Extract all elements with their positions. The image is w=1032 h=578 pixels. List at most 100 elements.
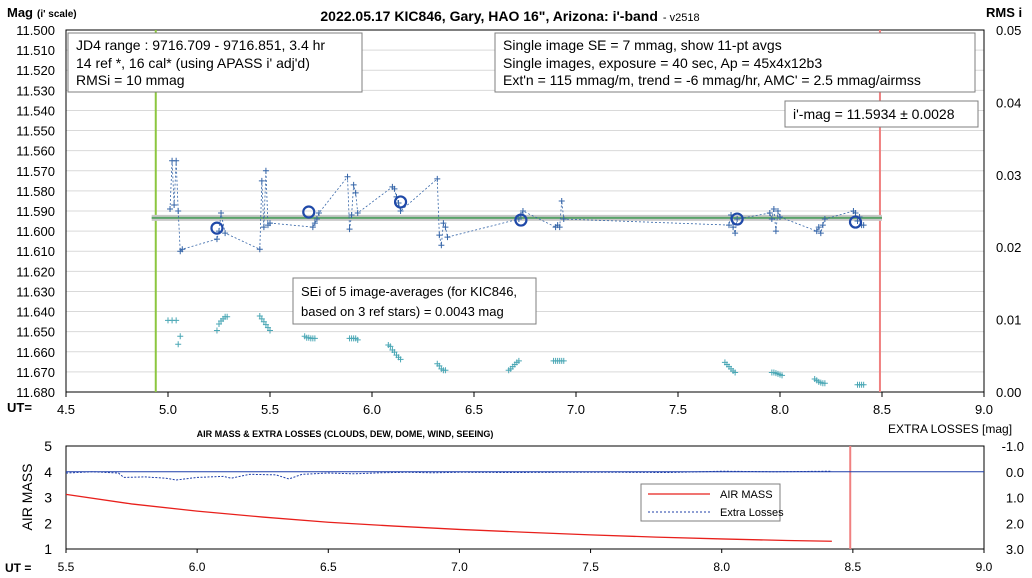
y2-tick-label-bottom: 3.0 — [1006, 542, 1024, 557]
annotation-line: Ext'n = 115 mmag/m, trend = -6 mmag/hr, … — [503, 72, 921, 88]
plot-frame — [65, 29, 985, 393]
y2-ticks-bottom: -1.0 0.0 1.0 2.0 3.0 — [1002, 439, 1024, 557]
mag-point-point — [558, 197, 565, 204]
y-tick-label: 11.580 — [16, 184, 55, 199]
average-marker — [210, 221, 224, 235]
mag-point-point — [267, 220, 273, 227]
y2-ticks: 0.05 0.04 0.03 0.02 0.01 0.00 — [996, 23, 1021, 400]
mag-point-point — [350, 181, 357, 188]
y-axis-label-bottom: AIR MASS — [19, 464, 35, 531]
annotation-line: SEi of 5 image-averages (for KIC846, — [301, 284, 517, 299]
x-tick-label-bottom: 9.0 — [976, 560, 993, 574]
mag-point-point — [772, 228, 779, 235]
sei-point — [779, 372, 786, 379]
y-tick-label: 11.660 — [16, 345, 55, 360]
x-tick-label-bottom: 8.5 — [845, 560, 862, 574]
annotation-box-4: SEi of 5 image-averages (for KIC846, bas… — [292, 277, 537, 325]
y-tick-label-bottom: 5 — [44, 438, 52, 454]
mag-point-point — [260, 224, 267, 231]
y-tick-label-bottom: 1 — [44, 541, 52, 557]
x-tick-label-bottom: 7.5 — [582, 560, 599, 574]
mag-point-point — [440, 220, 447, 227]
sei-point — [177, 333, 184, 340]
x-tick-label-bottom: 7.0 — [451, 560, 468, 574]
mag-point-point — [768, 216, 775, 223]
annotation-box-4-frame — [292, 277, 537, 325]
x-tick-label: 5.5 — [261, 402, 279, 417]
y-ticks: 11.500 11.510 11.520 11.530 11.540 11.550 11.5… — [16, 23, 55, 400]
y2-axis-label: RMS i — [986, 5, 1022, 20]
y2-tick-label-bottom: 0.0 — [1006, 465, 1024, 480]
x-ticks-bottom: 5.5 6.0 6.5 7.0 7.5 8.0 8.5 9.0 — [58, 549, 993, 574]
legend-label-extra-losses: Extra Losses — [720, 507, 784, 519]
chart-subtitle: - v2518 — [663, 12, 700, 24]
x-tick-label-bottom: 8.0 — [713, 560, 730, 574]
sei-point — [213, 327, 220, 334]
mag-point-point — [218, 210, 225, 217]
y-axis-label: Mag (i' scale) — [7, 5, 77, 20]
y-tick-label: 11.550 — [16, 124, 55, 139]
y2-tick-label: 0.02 — [996, 240, 1021, 255]
mag-point-point — [860, 222, 867, 229]
average-marker — [302, 205, 316, 219]
mag-point-point — [813, 228, 820, 235]
sei-point — [397, 356, 404, 363]
mag-point-point — [352, 189, 359, 196]
mag-point-point — [766, 210, 773, 217]
airmass-chart: AIR MASS & EXTRA LOSSES (CLOUDS, DEW, DO… — [5, 422, 1024, 575]
y-tick-label: 11.620 — [16, 264, 55, 279]
mag-point-point — [171, 201, 178, 208]
mag-point-point — [222, 230, 229, 237]
mag-point-point — [734, 216, 741, 223]
mag-point-point — [556, 224, 563, 231]
mag-point-point — [309, 224, 316, 231]
series-marks — [165, 157, 867, 388]
y-tick-label: 11.540 — [16, 103, 55, 118]
mag-point-line — [169, 160, 864, 253]
mag-point-point — [313, 216, 320, 223]
average-marker — [393, 195, 408, 209]
annotation-box-2: Single image SE = 7 mmag, show 11-pt avg… — [494, 32, 976, 93]
sei-point — [267, 327, 273, 334]
mag-point-point — [434, 175, 441, 182]
sei-point — [311, 335, 318, 342]
y-tick-label: 11.500 — [16, 23, 55, 38]
annotation-line: based on 3 ref stars) = 0.0043 mag — [301, 304, 504, 319]
y-tick-label: 11.590 — [16, 204, 55, 219]
mag-point-point — [730, 224, 737, 231]
average-marker — [514, 213, 528, 227]
x-tick-label: 6.0 — [363, 402, 381, 417]
legend-label-airmass: AIR MASS — [720, 489, 773, 501]
y2-tick-label-bottom: -1.0 — [1002, 439, 1024, 454]
sei-point — [224, 313, 231, 320]
y-tick-label: 11.650 — [16, 325, 55, 340]
mag-point-point — [167, 205, 174, 212]
mag-point-point — [391, 185, 398, 192]
mag-point-point — [732, 230, 739, 237]
x-axis-label: UT= — [7, 400, 32, 415]
x-tick-label: 8.0 — [771, 402, 789, 417]
x-tick-label: 8.5 — [873, 402, 891, 417]
sei-point — [173, 317, 180, 324]
mag-point-point — [519, 208, 526, 214]
mag-point-point — [348, 212, 355, 219]
mag-point-point — [815, 224, 822, 231]
x-tick-label: 6.5 — [465, 402, 483, 417]
mag-point-point — [770, 205, 777, 212]
mag-point-point — [854, 218, 861, 225]
y2-tick-label: 0.05 — [996, 23, 1021, 38]
sei-point — [442, 367, 449, 374]
y-tick-label: 11.510 — [16, 43, 55, 58]
mag-point-point — [444, 234, 451, 241]
mag-point-point — [726, 222, 732, 229]
y-tick-label: 11.530 — [16, 83, 55, 98]
reference-lines-bottom — [66, 446, 984, 549]
mag-point-point — [774, 208, 781, 214]
mag-point-point — [179, 246, 186, 253]
x-tick-label-bottom: 6.5 — [320, 560, 337, 574]
mag-point-point — [354, 210, 361, 217]
annotation-line: Single image SE = 7 mmag, show 11-pt avg… — [503, 37, 782, 53]
airmass-line — [65, 493, 832, 542]
mag-point-point — [397, 208, 404, 214]
